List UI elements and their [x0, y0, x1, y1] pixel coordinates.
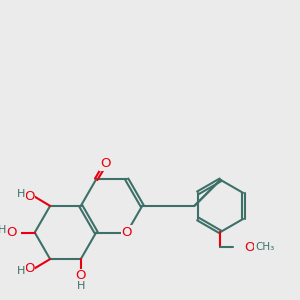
- Text: O: O: [244, 241, 254, 254]
- Text: H: H: [0, 225, 7, 235]
- Text: CH₃: CH₃: [255, 242, 274, 252]
- Text: O: O: [100, 158, 111, 170]
- Text: O: O: [122, 226, 132, 239]
- Text: O: O: [24, 262, 35, 275]
- Text: O: O: [24, 190, 35, 203]
- Text: O: O: [76, 269, 86, 283]
- Text: H: H: [17, 266, 25, 276]
- Text: O: O: [6, 226, 16, 239]
- Text: H: H: [17, 189, 25, 199]
- Text: H: H: [76, 281, 85, 291]
